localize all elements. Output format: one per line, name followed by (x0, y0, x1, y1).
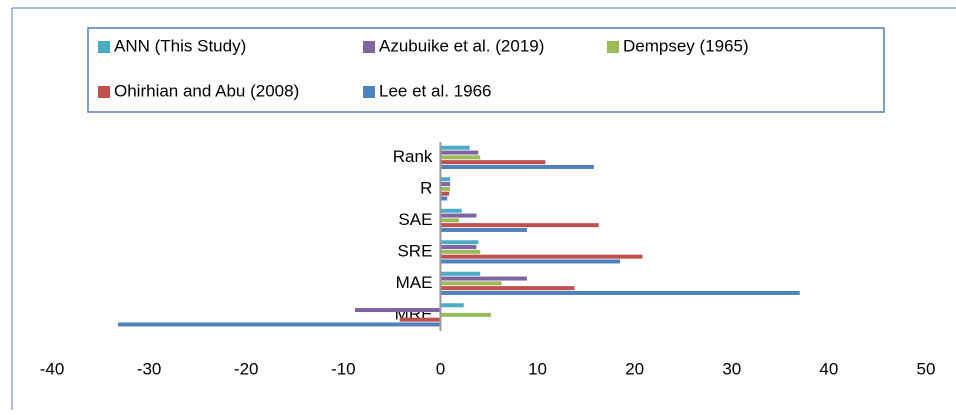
bar (440, 150, 479, 155)
bar (440, 145, 470, 150)
bar (440, 245, 477, 250)
legend-label: Ohirhian and Abu (2008) (114, 81, 299, 100)
bar (440, 281, 502, 286)
legend-label: Azubuike et al. (2019) (379, 36, 544, 55)
bar (440, 164, 594, 169)
legend-swatch (98, 41, 110, 53)
x-tick-label: 20 (625, 359, 644, 378)
y-tick-label: R (420, 179, 432, 198)
bar (440, 303, 464, 308)
x-tick-label: 10 (528, 359, 547, 378)
bar (440, 290, 800, 295)
bar (440, 240, 479, 245)
legend-swatch (363, 86, 375, 98)
legend-swatch (98, 86, 110, 98)
bar (440, 249, 481, 254)
bar (440, 177, 451, 182)
bar (440, 213, 477, 218)
y-tick-label: MAE (396, 273, 433, 292)
legend-label: Dempsey (1965) (623, 36, 749, 55)
bar (440, 223, 599, 228)
legend-label: Lee et al. 1966 (379, 81, 491, 100)
bar (440, 218, 459, 223)
x-tick-label: -40 (40, 359, 65, 378)
bar (118, 322, 441, 327)
x-tick-label: -10 (331, 359, 356, 378)
bar (440, 259, 621, 264)
y-tick-label: SAE (398, 210, 432, 229)
bar (440, 276, 527, 281)
bar (440, 196, 448, 201)
bar (440, 186, 451, 191)
bar (440, 208, 462, 213)
x-tick-label: 0 (436, 359, 445, 378)
legend-swatch (363, 41, 375, 53)
bar (440, 271, 481, 276)
bar (440, 191, 450, 196)
y-tick-label: Rank (393, 147, 433, 166)
legend-swatch (607, 41, 619, 53)
bar (440, 227, 527, 232)
bar (440, 254, 643, 259)
legend-box (87, 27, 885, 113)
x-tick-label: 40 (819, 359, 838, 378)
bar (440, 160, 546, 165)
bar (440, 155, 481, 160)
bar (440, 312, 491, 317)
x-tick-label: -20 (234, 359, 259, 378)
legend-label: ANN (This Study) (114, 36, 246, 55)
x-tick-label: 50 (917, 359, 936, 378)
y-tick-label: SRE (397, 242, 432, 261)
x-tick-label: -30 (137, 359, 162, 378)
x-tick-label: 30 (722, 359, 741, 378)
bar (399, 317, 441, 322)
bar (440, 286, 575, 291)
bar (440, 182, 451, 187)
bar (354, 308, 441, 313)
